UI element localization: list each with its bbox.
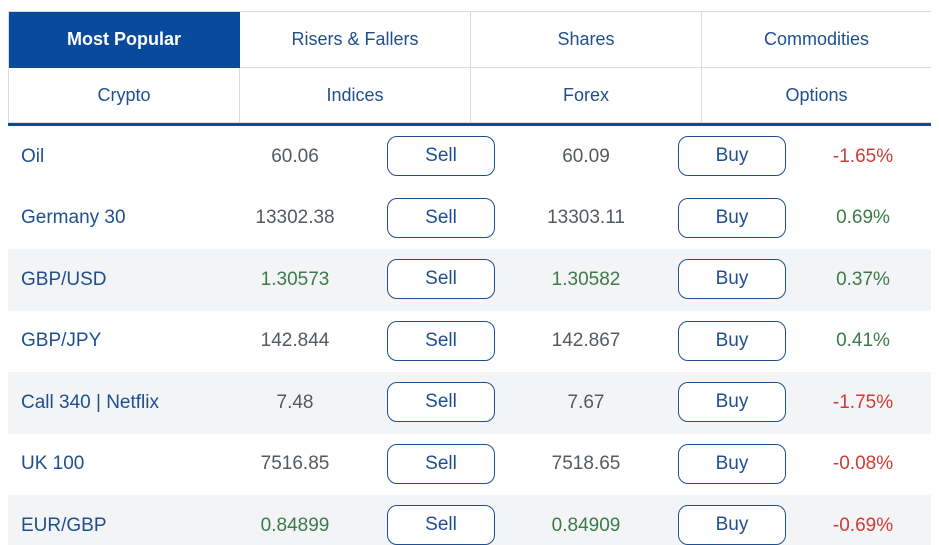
buy-button[interactable]: Buy bbox=[678, 505, 786, 545]
buy-price: 60.09 bbox=[562, 145, 610, 167]
price-change: 0.41% bbox=[836, 330, 890, 352]
market-row: GBP/USD 1.30573 Sell 1.30582 Buy 0.37% bbox=[8, 249, 931, 311]
tab-options[interactable]: Options bbox=[702, 68, 931, 123]
buy-price: 142.867 bbox=[551, 330, 621, 352]
buy-price: 0.84909 bbox=[551, 514, 621, 536]
price-change: -1.65% bbox=[832, 145, 894, 167]
price-change: -0.08% bbox=[832, 453, 894, 475]
buy-button[interactable]: Buy bbox=[678, 259, 786, 299]
price-change: 0.69% bbox=[836, 207, 890, 229]
tab-commodities[interactable]: Commodities bbox=[702, 12, 931, 68]
buy-price: 13303.11 bbox=[547, 207, 625, 229]
sell-button[interactable]: Sell bbox=[387, 259, 495, 299]
price-change: -1.75% bbox=[832, 391, 894, 413]
market-row: Oil 60.06 Sell 60.09 Buy -1.65% bbox=[8, 126, 931, 188]
markets-widget: Most Popular Risers & Fallers Shares Com… bbox=[8, 11, 931, 545]
instrument-name[interactable]: EUR/GBP bbox=[21, 514, 107, 536]
buy-button[interactable]: Buy bbox=[678, 136, 786, 176]
sell-button[interactable]: Sell bbox=[387, 197, 495, 238]
price-change: 0.37% bbox=[836, 268, 890, 290]
sell-price: 13302.38 bbox=[255, 207, 335, 229]
tabs-divider bbox=[8, 123, 931, 126]
instrument-name[interactable]: GBP/JPY bbox=[21, 330, 102, 352]
market-prices-table: Oil 60.06 Sell 60.09 Buy -1.65% Germany … bbox=[8, 126, 931, 545]
tab-indices[interactable]: Indices bbox=[240, 68, 471, 123]
instrument-name[interactable]: GBP/USD bbox=[21, 268, 107, 290]
market-row: Call 340 | Netflix 7.48 Sell 7.67 Buy -1… bbox=[8, 372, 931, 434]
instrument-name[interactable]: UK 100 bbox=[21, 453, 85, 475]
market-row: Germany 30 13302.38 Sell 13303.11 Buy 0.… bbox=[8, 188, 931, 250]
buy-price: 7.67 bbox=[567, 391, 605, 413]
instrument-name[interactable]: Oil bbox=[21, 145, 45, 167]
tab-forex[interactable]: Forex bbox=[471, 68, 702, 123]
buy-button[interactable]: Buy bbox=[678, 197, 786, 238]
instrument-name[interactable]: Germany 30 bbox=[21, 207, 126, 229]
price-change: -0.69% bbox=[832, 514, 894, 536]
sell-price: 7516.85 bbox=[260, 453, 330, 475]
tab-most-popular[interactable]: Most Popular bbox=[9, 12, 240, 68]
buy-button[interactable]: Buy bbox=[678, 320, 786, 361]
buy-price: 1.30582 bbox=[551, 268, 621, 290]
sell-price: 7.48 bbox=[276, 391, 314, 413]
market-row: GBP/JPY 142.844 Sell 142.867 Buy 0.41% bbox=[8, 311, 931, 373]
tab-crypto[interactable]: Crypto bbox=[9, 68, 240, 123]
sell-button[interactable]: Sell bbox=[387, 136, 495, 176]
sell-button[interactable]: Sell bbox=[387, 382, 495, 422]
sell-price: 60.06 bbox=[271, 145, 319, 167]
market-row: UK 100 7516.85 Sell 7518.65 Buy -0.08% bbox=[8, 434, 931, 496]
buy-button[interactable]: Buy bbox=[678, 443, 786, 484]
buy-price: 7518.65 bbox=[551, 453, 621, 475]
sell-button[interactable]: Sell bbox=[387, 320, 495, 361]
sell-price: 1.30573 bbox=[260, 268, 330, 290]
market-category-tabs: Most Popular Risers & Fallers Shares Com… bbox=[8, 11, 931, 123]
tab-risers-fallers[interactable]: Risers & Fallers bbox=[240, 12, 471, 68]
sell-price: 142.844 bbox=[260, 330, 330, 352]
sell-button[interactable]: Sell bbox=[387, 443, 495, 484]
instrument-name[interactable]: Call 340 | Netflix bbox=[21, 391, 159, 413]
market-row: EUR/GBP 0.84899 Sell 0.84909 Buy -0.69% bbox=[8, 495, 931, 545]
buy-button[interactable]: Buy bbox=[678, 382, 786, 422]
sell-button[interactable]: Sell bbox=[387, 505, 495, 545]
tab-shares[interactable]: Shares bbox=[471, 12, 702, 68]
sell-price: 0.84899 bbox=[260, 514, 330, 536]
